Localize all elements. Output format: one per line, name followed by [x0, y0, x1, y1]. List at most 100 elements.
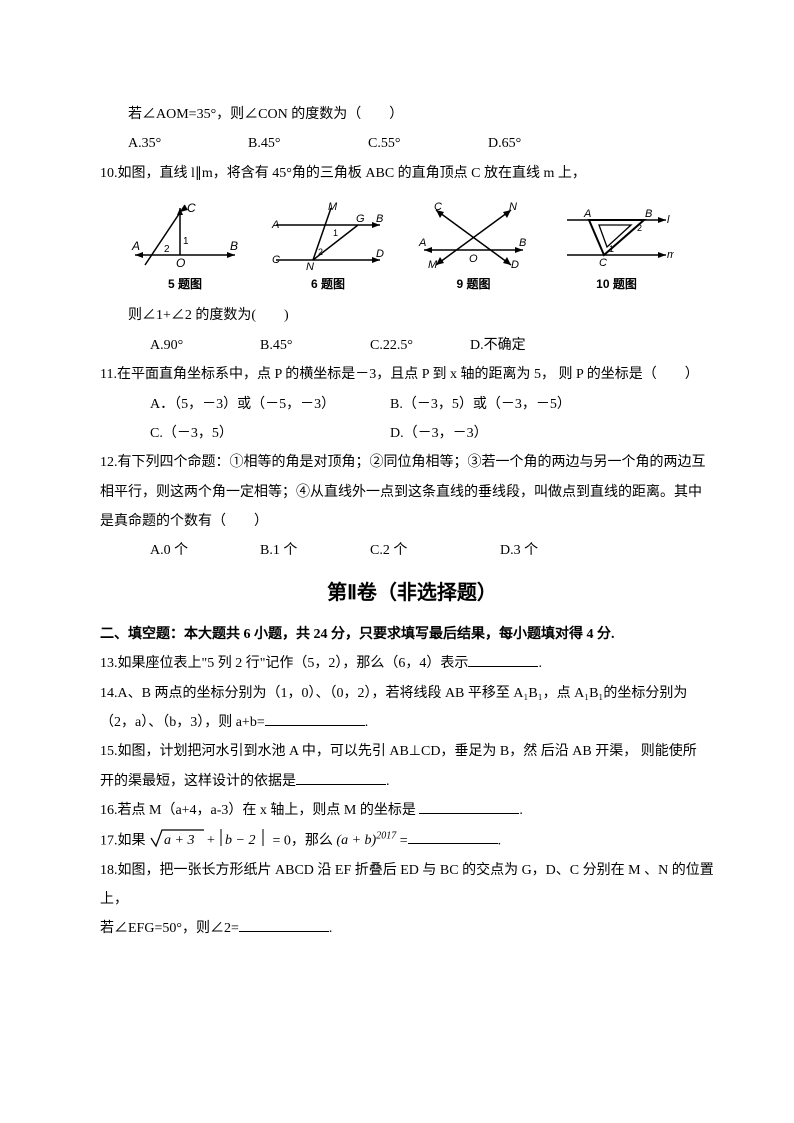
svg-text:C: C: [272, 254, 280, 266]
svg-text:a + 3: a + 3: [164, 833, 194, 848]
q15-l2-text: 开的渠最短，这样设计的依据是: [100, 774, 296, 789]
q9-stem: 若∠AOM=35°，则∠CON 的度数为（ ）: [100, 100, 724, 129]
figure-10-caption: 10 题图: [559, 272, 674, 297]
q12-l1: 12.有下列四个命题：①相等的角是对顶角；②同位角相等；③若一个角的两边与另一个…: [100, 448, 724, 477]
q9-opt-c: C.55°: [368, 129, 488, 158]
q12-opt-b: B.1 个: [260, 536, 370, 565]
svg-text:A: A: [418, 237, 426, 249]
q17-mid: = 0，那么: [273, 833, 333, 848]
q10-tail: 则∠1+∠2 的度数为( ): [100, 301, 724, 330]
q10-opt-a: A.90°: [150, 331, 260, 360]
svg-text:O: O: [176, 256, 185, 270]
q18-l1: 18.如图，把一张长方形纸片 ABCD 沿 EF 折叠后 ED 与 BC 的交点…: [100, 856, 724, 915]
q15-l1: 15.如图，计划把河水引到水池 A 中，可以先引 AB⊥CD，垂足为 B，然 后…: [100, 737, 724, 766]
svg-text:G: G: [356, 213, 365, 225]
q13-text: 13.如果座位表上"5 列 2 行"记作（5，2），那么（6，4）表示: [100, 656, 468, 671]
q18-blank[interactable]: [239, 917, 329, 932]
q14-l2: （2，a）、（b，3），则 a+b=.: [100, 708, 724, 737]
svg-text:l: l: [667, 214, 670, 226]
q12-options: A.0 个 B.1 个 C.2 个 D.3 个: [100, 536, 724, 565]
section2-title: 第Ⅱ卷（非选择题）: [100, 572, 724, 614]
svg-text:C: C: [434, 201, 442, 213]
q11-options-row1: A．（5，－3）或（－5，－3） B.（－3，5）或（－3，－5）: [100, 390, 724, 419]
q11-stem: 11.在平面直角坐标系中，点 P 的横坐标是－3，且点 P 到 x 轴的距离为 …: [100, 360, 724, 389]
svg-text:1: 1: [183, 236, 189, 247]
figures-row: C A B O 1 2 5 题图 A B C D M N G 1 2 6 题图: [130, 200, 724, 297]
svg-text:B: B: [230, 239, 238, 253]
svg-text:1: 1: [333, 228, 338, 238]
q9-options: A.35° B.45° C.55° D.65°: [100, 129, 724, 158]
q11-opt-c: C.（－3，5）: [150, 419, 390, 448]
q17-pre: 17.如果: [100, 833, 146, 848]
figure-6-svg: A B C D M N G 1 2: [268, 200, 388, 270]
figure-5-caption: 5 题图: [130, 272, 240, 297]
q15-blank[interactable]: [296, 770, 386, 785]
q10-options: A.90° B.45° C.22.5° D.不确定: [100, 331, 724, 360]
q12-opt-a: A.0 个: [150, 536, 260, 565]
svg-text:B: B: [519, 237, 526, 249]
svg-text:2: 2: [318, 247, 323, 257]
svg-text:b − 2: b − 2: [225, 833, 255, 848]
figure-9-svg: A B C N M D O: [416, 200, 531, 270]
svg-text:A: A: [131, 239, 140, 253]
q15-l2: 开的渠最短，这样设计的依据是.: [100, 767, 724, 796]
q12-opt-d: D.3 个: [500, 536, 538, 565]
figure-6-caption: 6 题图: [268, 272, 388, 297]
q17: 17.如果 a + 3 + b − 2 = 0，那么 (a + b)2017 =…: [100, 826, 724, 856]
figure-10: l m A B C 2 1 10 题图: [559, 200, 674, 297]
q10-opt-d: D.不确定: [470, 331, 526, 360]
q10-opt-c: C.22.5°: [370, 331, 470, 360]
svg-text:A: A: [271, 219, 279, 231]
figure-5: C A B O 1 2 5 题图: [130, 200, 240, 297]
svg-text:M: M: [328, 201, 338, 213]
svg-text:N: N: [306, 261, 314, 270]
q12-opt-c: C.2 个: [370, 536, 500, 565]
q13: 13.如果座位表上"5 列 2 行"记作（5，2），那么（6，4）表示.: [100, 649, 724, 678]
figure-9-caption: 9 题图: [416, 272, 531, 297]
svg-text:M: M: [428, 259, 438, 270]
q17-expr: (a + b)2017: [336, 833, 396, 848]
q17-blank[interactable]: [408, 829, 498, 844]
q16-text: 16.若点 M（a+4，a-3）在 x 轴上，则点 M 的坐标是: [100, 803, 419, 818]
svg-text:2: 2: [637, 223, 642, 233]
fill-head: 二、填空题：本大题共 6 小题，共 24 分，只要求填写最后结果，每小题填对得 …: [100, 620, 724, 649]
svg-text:B: B: [376, 213, 383, 225]
svg-text:O: O: [469, 253, 478, 265]
q11-opt-a: A．（5，－3）或（－5，－3）: [150, 390, 390, 419]
q9-opt-b: B.45°: [248, 129, 368, 158]
q18-l2-text: 若∠EFG=50°，则∠2=: [100, 921, 239, 936]
q12-l3: 是真命题的个数有（ ）: [100, 507, 724, 536]
q14-blank[interactable]: [265, 711, 365, 726]
svg-text:D: D: [511, 259, 519, 270]
q10-opt-b: B.45°: [260, 331, 370, 360]
svg-text:C: C: [187, 201, 196, 215]
svg-text:D: D: [376, 248, 384, 260]
figure-10-svg: l m A B C 2 1: [559, 200, 674, 270]
q11-opt-d: D.（－3，－3）: [390, 419, 488, 448]
q14-l2-text: （2，a）、（b，3），则 a+b=: [100, 715, 265, 730]
svg-text:A: A: [583, 208, 591, 220]
q11-options-row2: C.（－3，5） D.（－3，－3）: [100, 419, 724, 448]
figure-9: A B C N M D O 9 题图: [416, 200, 531, 297]
q17-math-lhs: a + 3 + b − 2: [149, 826, 269, 850]
svg-text:2: 2: [164, 244, 170, 255]
svg-text:C: C: [599, 257, 607, 269]
q9-opt-d: D.65°: [488, 129, 521, 158]
q12-l2: 相平行，则这两个角一定相等；④从直线外一点到这条直线的垂线段，叫做点到直线的距离…: [100, 478, 724, 507]
q11-opt-b: B.（－3，5）或（－3，－5）: [390, 390, 571, 419]
q13-blank[interactable]: [468, 652, 538, 667]
svg-text:m: m: [667, 249, 674, 261]
q17-post: =: [400, 833, 408, 848]
figure-6: A B C D M N G 1 2 6 题图: [268, 200, 388, 297]
q10-stem: 10.如图，直线 l∥m，将含有 45°角的三角板 ABC 的直角顶点 C 放在…: [100, 159, 724, 188]
q14-l1: 14.A、B 两点的坐标分别为（1，0）、（0，2），若将线段 AB 平移至 A…: [100, 679, 724, 708]
svg-text:B: B: [645, 208, 652, 220]
svg-text:N: N: [509, 201, 517, 213]
q9-opt-a: A.35°: [128, 129, 248, 158]
svg-text:+: +: [207, 833, 215, 848]
q18-l2: 若∠EFG=50°，则∠2=.: [100, 914, 724, 943]
q16: 16.若点 M（a+4，a-3）在 x 轴上，则点 M 的坐标是 .: [100, 796, 724, 825]
svg-text:1: 1: [609, 244, 614, 254]
figure-5-svg: C A B O 1 2: [130, 200, 240, 270]
q16-blank[interactable]: [419, 799, 519, 814]
